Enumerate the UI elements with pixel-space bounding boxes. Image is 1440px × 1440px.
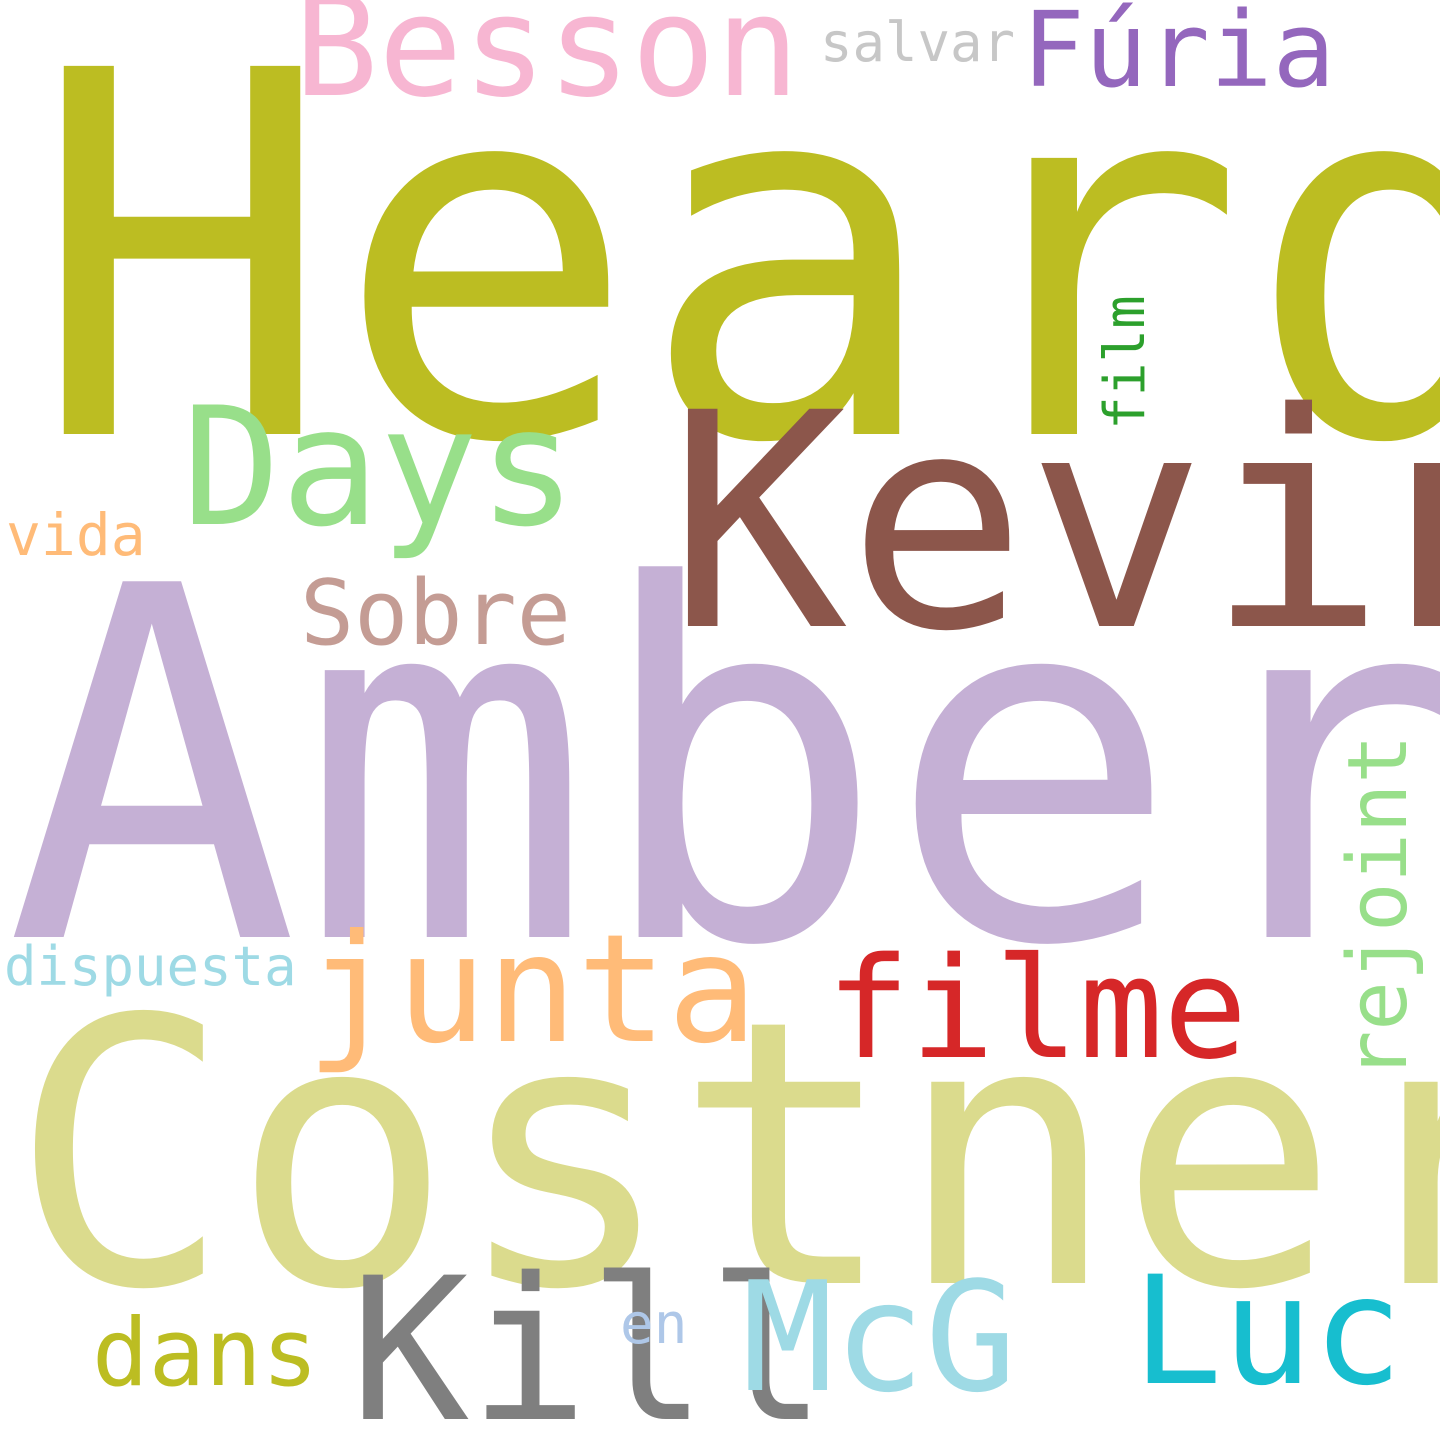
word-dispuesta: dispuesta <box>4 935 297 998</box>
word-besson: Besson <box>294 0 800 129</box>
word-furia: Fúria <box>1022 0 1336 111</box>
word-sobre: Sobre <box>300 561 571 666</box>
word-dans: dans <box>92 1299 319 1408</box>
word-days: Days <box>182 372 577 563</box>
word-heard: Heard <box>30 0 1440 554</box>
word-en: en <box>620 1292 688 1357</box>
word-film: film <box>1093 295 1158 430</box>
word-filme: filme <box>826 928 1248 1091</box>
word-kill: Kill <box>350 1235 827 1440</box>
word-kevin: Kevin <box>668 350 1440 697</box>
word-rejoint: rejoint <box>1331 734 1426 1080</box>
word-salvar: salvar <box>820 11 1016 74</box>
word-luc: Luc <box>1132 1245 1403 1419</box>
word-junta: junta <box>306 903 758 1077</box>
word-amber: Amber <box>5 485 1440 1053</box>
word-vida: vida <box>6 501 146 569</box>
word-mcg: McG <box>742 1249 1017 1426</box>
word-costner: Costner <box>10 941 1440 1370</box>
